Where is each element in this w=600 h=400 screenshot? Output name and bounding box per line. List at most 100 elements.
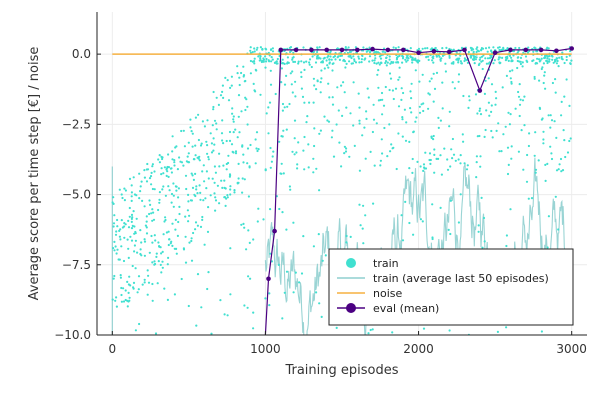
train-point	[553, 58, 557, 62]
train-point	[269, 252, 272, 255]
axes	[96, 12, 587, 336]
train-point	[219, 299, 222, 302]
train-point	[166, 298, 169, 301]
train-point	[358, 106, 361, 109]
train-point	[203, 125, 206, 128]
train-point	[475, 50, 478, 54]
eval-point	[324, 47, 330, 53]
train-point	[212, 90, 215, 94]
train-point	[246, 123, 249, 126]
train-point	[491, 51, 494, 54]
train-point	[488, 61, 491, 64]
train-point	[308, 61, 311, 64]
train-point	[412, 130, 415, 133]
train-point	[140, 241, 143, 244]
train-point	[211, 177, 214, 180]
train-point	[191, 174, 194, 177]
train-point	[392, 46, 395, 49]
train-point	[498, 56, 501, 59]
train-point	[365, 110, 368, 113]
train-point	[306, 115, 309, 118]
train-point	[507, 163, 510, 166]
train-point	[496, 330, 499, 333]
train-point	[164, 216, 167, 219]
train-point	[219, 94, 223, 97]
train-point	[221, 90, 224, 93]
train-point	[158, 198, 161, 201]
train-point	[216, 184, 219, 187]
train-point	[507, 111, 510, 114]
train-point	[457, 221, 460, 224]
train-point	[151, 163, 154, 166]
train-point	[433, 153, 436, 156]
train-point	[414, 69, 417, 72]
train-point	[137, 275, 141, 278]
train-point	[231, 150, 234, 153]
train-point	[468, 95, 471, 98]
train-point	[509, 77, 512, 80]
train-point	[551, 58, 554, 61]
train-point	[358, 61, 361, 64]
train-point	[443, 147, 446, 150]
train-point	[288, 102, 291, 106]
train-point	[141, 199, 144, 202]
train-point	[133, 232, 136, 235]
train-point	[312, 101, 315, 104]
train-point	[439, 119, 442, 122]
train-point	[478, 134, 481, 138]
train-point	[188, 214, 191, 217]
eval-point	[554, 48, 559, 54]
train-point	[135, 194, 138, 197]
train-point	[365, 117, 368, 120]
train-point	[424, 151, 427, 154]
train-point	[153, 188, 156, 191]
eval-point	[569, 46, 574, 51]
train-point	[514, 107, 517, 110]
train-point	[226, 314, 229, 317]
train-point	[173, 159, 176, 162]
eval-point	[309, 47, 314, 53]
train-point	[148, 177, 152, 180]
train-point	[508, 123, 511, 126]
train-point	[326, 119, 329, 122]
train-point	[411, 171, 414, 174]
train-point	[230, 143, 234, 146]
train-point	[143, 176, 146, 179]
train-point	[176, 234, 179, 237]
train-point	[537, 159, 540, 162]
train-point	[397, 132, 400, 135]
train-point	[566, 151, 570, 154]
train-point	[195, 188, 198, 191]
train-point	[238, 131, 241, 134]
train-point	[270, 48, 273, 51]
train-point	[320, 77, 323, 80]
train-point	[469, 55, 472, 58]
train-point	[316, 50, 319, 54]
train-point	[221, 139, 224, 142]
train-point	[190, 239, 193, 243]
train-point	[373, 61, 376, 65]
train-point	[245, 248, 248, 251]
train-point	[383, 126, 386, 130]
train-point	[548, 60, 551, 63]
train-point	[231, 107, 234, 110]
train-point	[187, 152, 190, 155]
train-point	[158, 245, 161, 248]
train-point	[264, 66, 267, 69]
train-point	[177, 187, 180, 190]
train-point	[184, 235, 187, 238]
train-point	[551, 55, 554, 58]
train-point	[451, 157, 454, 160]
train-point	[558, 163, 561, 166]
train-point	[246, 105, 249, 108]
train-point	[161, 188, 164, 191]
train-point	[519, 56, 523, 60]
train-point	[408, 167, 411, 170]
train-point	[448, 329, 451, 332]
train-point	[373, 59, 376, 62]
train-point	[344, 150, 348, 153]
train-point	[265, 57, 268, 61]
train-point	[568, 139, 571, 143]
train-point	[229, 193, 232, 196]
eval-point	[401, 47, 406, 53]
